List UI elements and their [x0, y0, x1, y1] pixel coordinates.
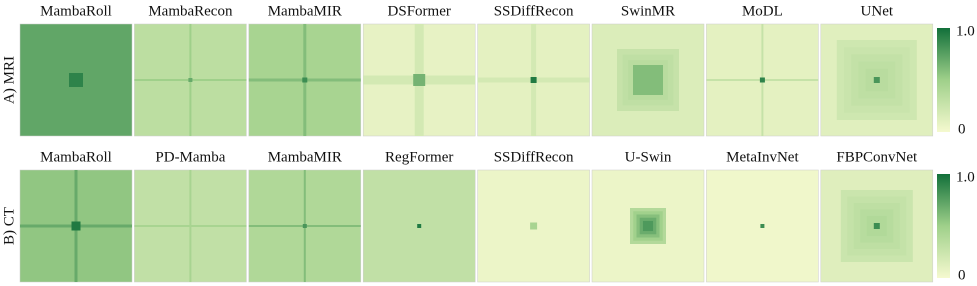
heatmap: [362, 169, 476, 283]
panel-title: MetaInvNet: [726, 149, 799, 165]
colorbar-max: 1.0: [956, 169, 975, 185]
colorbar: [937, 28, 950, 132]
panel-title: SSDiffRecon: [494, 3, 574, 19]
heatmap: [591, 169, 705, 283]
panel-title: MambaRoll: [40, 3, 112, 19]
heatmap: [19, 23, 133, 137]
heatmap: [134, 23, 247, 137]
core: [413, 74, 426, 86]
heatmap: [820, 23, 934, 137]
cross-v: [189, 170, 192, 282]
heatmap: [477, 169, 590, 283]
core: [633, 65, 663, 95]
panel-title: RegFormer: [385, 149, 453, 165]
heatmap: [706, 169, 819, 283]
heatmap: [820, 169, 934, 283]
panel-title: SwinMR: [621, 3, 675, 19]
halo: [642, 220, 654, 232]
heatmap: [477, 23, 590, 137]
panel-title: MambaMIR: [268, 3, 342, 19]
colorbar-min: 0: [958, 267, 966, 283]
core: [873, 223, 880, 229]
panel-title: MambaMIR: [268, 149, 342, 165]
panel-title: U-Swin: [625, 149, 672, 165]
colorbar: [937, 174, 950, 278]
core: [530, 222, 538, 230]
core: [188, 78, 193, 82]
core: [530, 77, 537, 83]
panel-title: MambaRecon: [148, 3, 233, 19]
panel-title: MoDL: [742, 3, 783, 19]
panel-title: MambaRoll: [40, 149, 112, 165]
heatmap: [248, 169, 362, 283]
panel-title: FBPConvNet: [836, 149, 918, 165]
panel-title: UNet: [861, 3, 894, 19]
core: [760, 224, 765, 228]
row-label: B) CT: [1, 207, 17, 245]
core: [759, 77, 765, 83]
panel-title: DSFormer: [388, 3, 451, 19]
panel-title: SSDiffRecon: [494, 149, 574, 165]
panel-title: PD-Mamba: [155, 149, 225, 165]
heatmap: [362, 23, 476, 137]
heatmap: [19, 169, 133, 283]
colorbar-max: 1.0: [956, 23, 975, 39]
row-label: A) MRI: [1, 56, 17, 104]
core: [302, 77, 308, 83]
core: [417, 224, 422, 228]
core: [71, 221, 81, 231]
core: [873, 77, 880, 83]
core: [69, 73, 83, 87]
heatmap: [591, 23, 705, 137]
core: [302, 224, 307, 228]
heatmap: [248, 23, 362, 137]
heatmap: [706, 23, 819, 137]
colorbar-min: 0: [958, 121, 966, 137]
heatmap: [134, 169, 247, 283]
